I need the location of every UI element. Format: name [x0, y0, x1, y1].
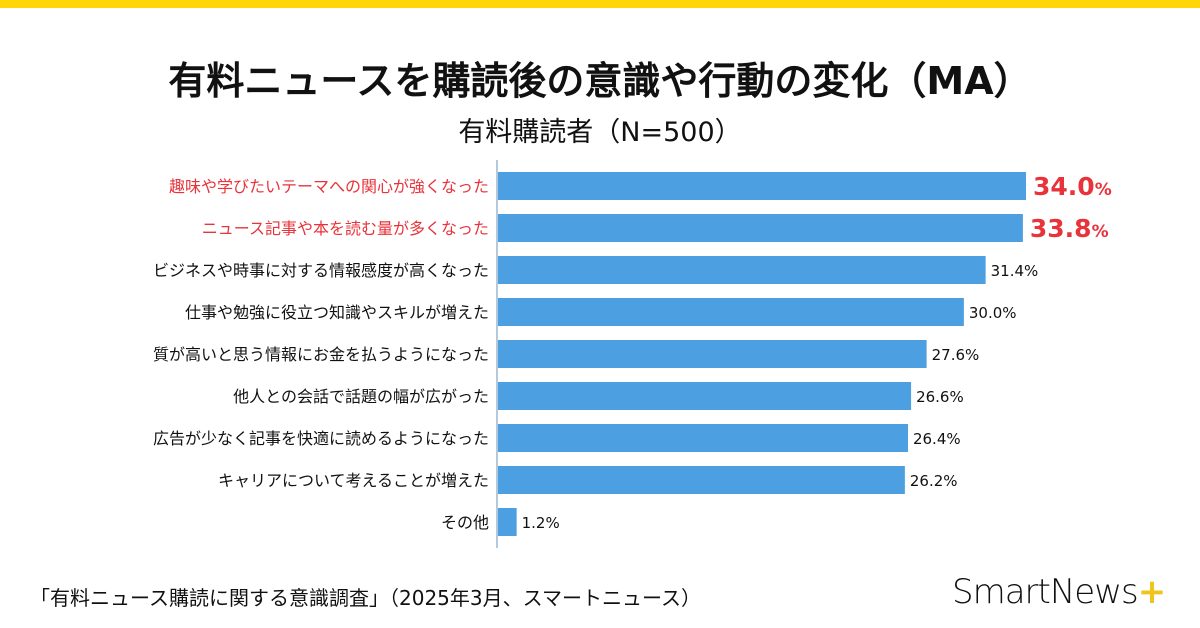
category-label: キャリアについて考えることが増えた: [218, 471, 489, 490]
value-label: 31.4%: [991, 262, 1039, 280]
bar: [498, 340, 927, 368]
bar: [498, 382, 912, 410]
logo-plus: +: [1137, 572, 1166, 612]
bar: [498, 256, 986, 284]
category-label: 広告が少なく記事を快適に読めるようになった: [153, 429, 489, 448]
bar: [498, 466, 905, 494]
chart-subtitle: 有料購読者（N=500）: [458, 117, 742, 148]
bar: [498, 298, 964, 326]
category-label: ビジネスや時事に対する情報感度が高くなった: [153, 261, 489, 280]
value-label: 26.4%: [913, 430, 961, 448]
bar: [498, 172, 1026, 200]
category-label: 他人との会話で話題の幅が広がった: [233, 387, 489, 406]
category-label: 仕事や勉強に役立つ知識やスキルが増えた: [185, 303, 489, 322]
value-label: 30.0%: [969, 304, 1017, 322]
logo-text: SmartNews: [952, 572, 1139, 612]
value-label: 27.6%: [932, 346, 980, 364]
value-label: 34.0%: [1033, 172, 1112, 201]
value-label: 33.8%: [1030, 214, 1109, 243]
top-accent-bar: [0, 0, 1200, 8]
category-label: 質が高いと思う情報にお金を払うようになった: [153, 345, 489, 364]
value-label: 1.2%: [522, 514, 560, 532]
bar: [498, 424, 908, 452]
category-label: その他: [441, 513, 489, 532]
value-label: 26.2%: [910, 472, 958, 490]
category-label: 趣味や学びたいテーマへの関心が強くなった: [169, 177, 489, 196]
smartnews-logo: SmartNews+: [952, 572, 1166, 612]
chart-title: 有料ニュースを購読後の意識や行動の変化（MA）: [168, 59, 1032, 103]
bar: [498, 508, 517, 536]
bar: [498, 214, 1023, 242]
category-label: ニュース記事や本を読む量が多くなった: [202, 219, 489, 238]
source-note: 「有料ニュース購読に関する意識調査」（2025年3月、スマートニュース）: [30, 586, 702, 610]
value-label: 26.6%: [916, 388, 964, 406]
